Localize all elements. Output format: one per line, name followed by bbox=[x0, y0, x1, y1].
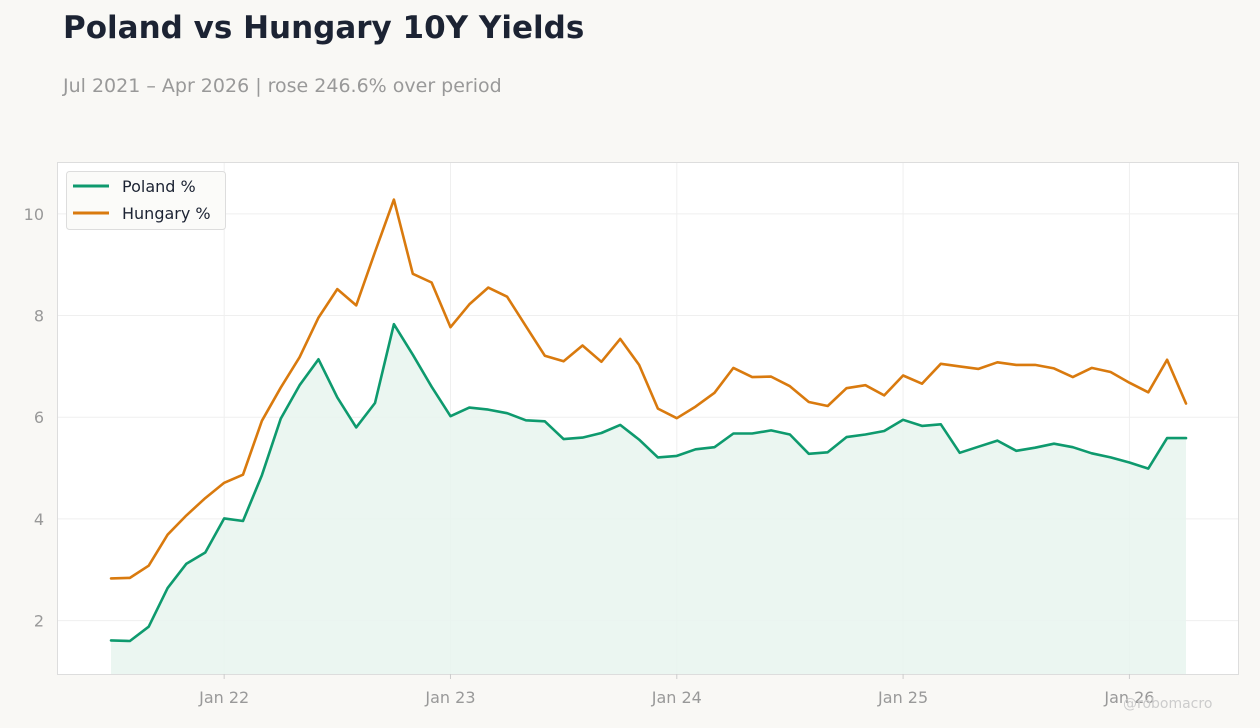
series-line-2 bbox=[109, 198, 1188, 580]
x-tick-label: Jan 25 bbox=[877, 688, 928, 707]
y-tick-label: 8 bbox=[34, 307, 44, 326]
x-axis-ticks: Jan 22 Jan 23 Jan 24 Jan 25 Jan 26 bbox=[198, 674, 1154, 707]
y-tick-label: 4 bbox=[34, 510, 44, 529]
x-tick-label: Jan 23 bbox=[424, 688, 475, 707]
legend: Poland % Hungary % bbox=[66, 171, 226, 230]
legend-label-2: Hungary % bbox=[122, 204, 211, 223]
series-area-1 bbox=[111, 324, 1186, 674]
chart-subtitle: Jul 2021 – Apr 2026 | rose 246.6% over p… bbox=[63, 75, 502, 97]
series-line-1 bbox=[109, 322, 1188, 643]
y-tick-label: 2 bbox=[34, 612, 44, 631]
y-tick-label: 6 bbox=[34, 408, 44, 427]
series-lines bbox=[109, 198, 1188, 643]
area-fill bbox=[111, 324, 1186, 674]
y-tick-label: 10 bbox=[24, 205, 44, 224]
x-tick-label: Jan 26 bbox=[1103, 688, 1154, 707]
x-tick-label: Jan 24 bbox=[651, 688, 702, 707]
chart-title: Poland vs Hungary 10Y Yields bbox=[63, 10, 585, 46]
legend-label-1: Poland % bbox=[122, 177, 196, 196]
y-axis-ticks: 2 4 6 8 10 bbox=[24, 205, 44, 631]
watermark: @robomacro bbox=[1123, 696, 1213, 712]
x-tick-label: Jan 22 bbox=[198, 688, 249, 707]
